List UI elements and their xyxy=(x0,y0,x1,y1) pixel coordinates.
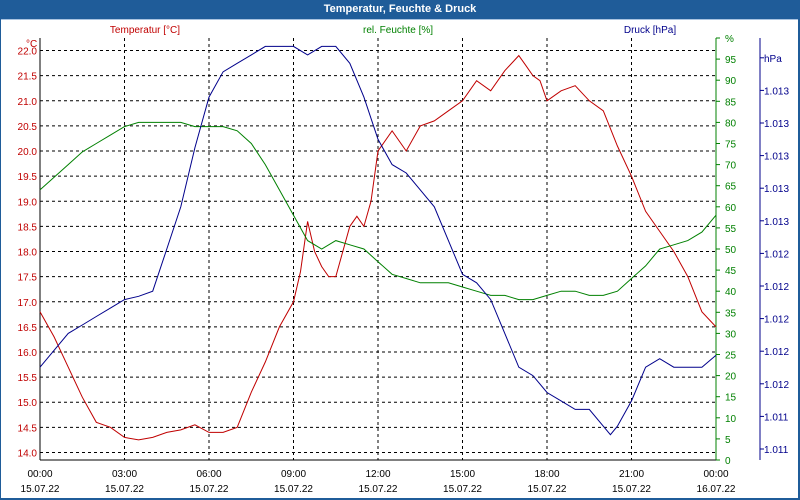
x-tick-date-4: 15.07.22 xyxy=(359,484,398,495)
press-tick-12: hPa xyxy=(764,54,782,65)
temp-tick-8: 18.0 xyxy=(18,248,38,259)
temp-tick-0: 14.0 xyxy=(18,448,38,459)
x-tick-date-3: 15.07.22 xyxy=(274,484,313,495)
press-tick-6: 1.012 xyxy=(764,249,789,260)
humid-tick-15: 75 xyxy=(725,140,737,151)
x-tick-date-2: 15.07.22 xyxy=(190,484,229,495)
press-tick-9: 1.013 xyxy=(764,152,789,163)
humid-tick-0: 0 xyxy=(725,456,731,467)
humid-tick-6: 30 xyxy=(725,329,737,340)
humid-tick-13: 65 xyxy=(725,182,737,193)
press-axis-label: Druck [hPa] xyxy=(624,25,676,36)
humid-tick-3: 15 xyxy=(725,393,737,404)
press-tick-0: 1.011 xyxy=(764,445,789,456)
humid-tick-20: % xyxy=(725,34,734,45)
humid-tick-9: 45 xyxy=(725,266,737,277)
temp-tick-5: 16.5 xyxy=(18,323,38,334)
chart-title: Temperatur, Feuchte & Druck xyxy=(323,3,477,15)
frame-border-left xyxy=(0,19,1,500)
humid-tick-11: 55 xyxy=(725,224,737,235)
data-series xyxy=(39,45,717,441)
humid-tick-19: 95 xyxy=(725,55,737,66)
x-tick-time-4: 12:00 xyxy=(365,469,390,480)
x-tick-time-6: 18:00 xyxy=(534,469,559,480)
axis-labels: Temperatur [°C] rel. Feuchte [%] Druck [… xyxy=(26,25,676,50)
press-tick-10: 1.013 xyxy=(764,119,789,130)
press-tick-1: 1.011 xyxy=(764,412,789,423)
press-tick-3: 1.012 xyxy=(764,347,789,358)
humid-tick-8: 40 xyxy=(725,287,737,298)
humid-tick-17: 85 xyxy=(725,97,737,108)
temp-tick-14: 21.0 xyxy=(18,97,38,108)
title-bar: Temperatur, Feuchte & Druck xyxy=(0,0,800,19)
temp-tick-6: 17.0 xyxy=(18,298,38,309)
x-tick-date-8: 16.07.22 xyxy=(697,484,736,495)
series-line-press xyxy=(39,45,717,436)
x-tick-time-0: 00:00 xyxy=(27,469,52,480)
series-line-temp xyxy=(39,54,717,441)
press-tick-7: 1.013 xyxy=(764,217,789,228)
tick-labels: 00:00 15.07.22 03:00 15.07.22 06:00 15.07.22 0… xyxy=(18,34,790,495)
x-tick-time-3: 09:00 xyxy=(281,469,306,480)
temp-tick-15: 21.5 xyxy=(18,72,38,83)
press-tick-11: 1.013 xyxy=(764,86,789,97)
axes xyxy=(39,37,764,461)
temp-tick-16: 22.0 xyxy=(18,47,38,58)
x-tick-time-1: 03:00 xyxy=(112,469,137,480)
temp-tick-12: 20.0 xyxy=(18,147,38,158)
x-tick-time-8: 00:00 xyxy=(703,469,728,480)
temp-tick-10: 19.0 xyxy=(18,197,38,208)
humid-tick-16: 80 xyxy=(725,118,737,129)
temp-tick-1: 14.5 xyxy=(18,423,38,434)
press-tick-2: 1.012 xyxy=(764,380,789,391)
x-tick-date-7: 15.07.22 xyxy=(612,484,651,495)
humid-tick-7: 35 xyxy=(725,308,737,319)
temp-tick-4: 16.0 xyxy=(18,348,38,359)
frame-border-bottom xyxy=(0,498,800,500)
press-tick-8: 1.013 xyxy=(764,184,789,195)
x-tick-date-6: 15.07.22 xyxy=(528,484,567,495)
x-tick-time-7: 21:00 xyxy=(619,469,644,480)
humid-tick-5: 25 xyxy=(725,351,737,362)
x-tick-time-2: 06:00 xyxy=(196,469,221,480)
grid xyxy=(40,38,716,460)
x-tick-date-5: 15.07.22 xyxy=(443,484,482,495)
temp-axis-label: Temperatur [°C] xyxy=(110,25,180,36)
x-tick-time-5: 15:00 xyxy=(450,469,475,480)
humid-tick-4: 20 xyxy=(725,372,737,383)
series-line-humid xyxy=(39,121,717,301)
temp-tick-11: 19.5 xyxy=(18,172,38,183)
x-tick-date-1: 15.07.22 xyxy=(105,484,144,495)
humid-tick-1: 5 xyxy=(725,435,731,446)
humid-tick-2: 10 xyxy=(725,414,737,425)
humid-tick-14: 70 xyxy=(725,161,737,172)
humid-tick-12: 60 xyxy=(725,203,737,214)
press-tick-4: 1.012 xyxy=(764,315,789,326)
title-bar-edge xyxy=(0,19,800,20)
temp-tick-9: 18.5 xyxy=(18,222,38,233)
temp-tick-2: 15.0 xyxy=(18,398,38,409)
humid-axis-label: rel. Feuchte [%] xyxy=(363,25,433,36)
x-tick-date-0: 15.07.22 xyxy=(21,484,60,495)
humid-tick-18: 90 xyxy=(725,76,737,87)
temp-tick-3: 15.5 xyxy=(18,373,38,384)
frame-border-right xyxy=(798,19,800,500)
press-tick-5: 1.012 xyxy=(764,282,789,293)
temp-unit-label: °C xyxy=(26,39,37,50)
temp-tick-7: 17.5 xyxy=(18,273,38,284)
temp-tick-13: 20.5 xyxy=(18,122,38,133)
humid-tick-10: 50 xyxy=(725,245,737,256)
